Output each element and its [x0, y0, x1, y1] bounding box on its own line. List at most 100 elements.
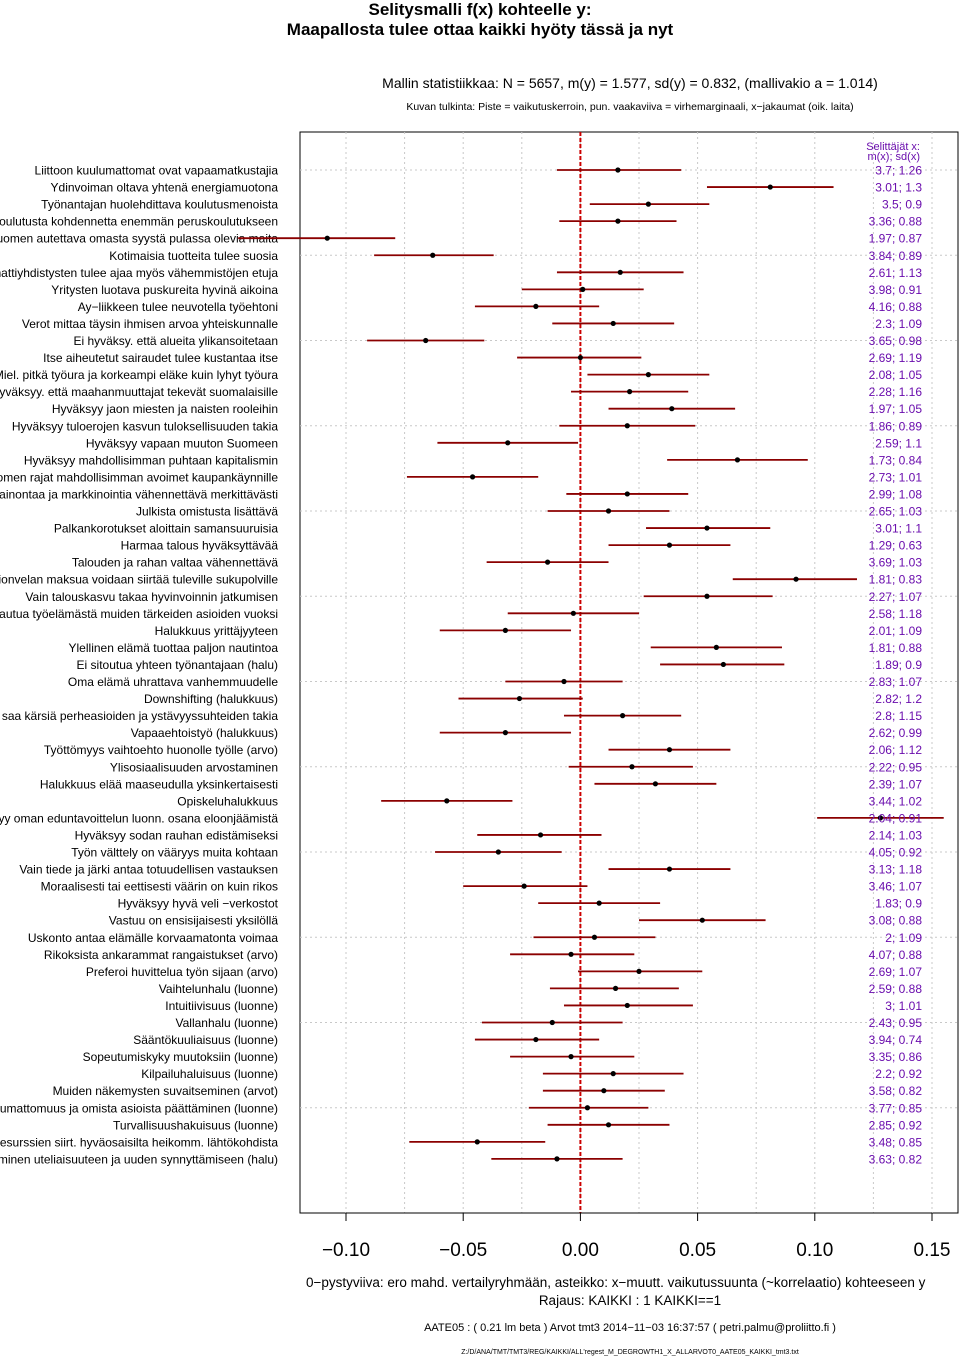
- estimate-point: [624, 491, 630, 497]
- row-label: Ydinvoiman oltava yhtenä energiamuotona: [51, 181, 279, 195]
- row-label: Vapaaehtoistyö (halukkuus): [131, 726, 278, 740]
- row-stats: 2.99; 1.08: [869, 487, 923, 501]
- chart-title-line1: Selitysmalli f(x) kohteelle y:: [368, 0, 592, 19]
- row-stats: 3.98; 0.91: [869, 283, 923, 297]
- estimate-point: [554, 1156, 560, 1162]
- x-tick-label: 0.15: [914, 1240, 951, 1261]
- row-label: Valtionvelan maksua voidaan siirtää tule…: [0, 573, 278, 587]
- row-label: Hyväksyy oman eduntavoittelun luonn. osa…: [0, 811, 278, 825]
- estimate-point: [615, 218, 621, 224]
- row-label: Sopeutumiskyky muutoksiin (luonne): [83, 1050, 278, 1064]
- estimate-point: [629, 764, 635, 770]
- row-label: Turvallisuushakuisuus (luonne): [113, 1118, 278, 1132]
- row-stats: 3.69; 1.03: [869, 556, 923, 570]
- model-statistics: Mallin statistiikkaa: N = 5657, m(y) = 1…: [382, 75, 878, 91]
- row-stats: 2.69; 1.07: [869, 965, 923, 979]
- row-stats: 2.06; 1.12: [869, 743, 923, 757]
- plot-frame: [299, 131, 959, 1214]
- estimate-point: [505, 440, 511, 446]
- row-stats: 3.63; 0.82: [869, 1152, 923, 1166]
- estimate-point: [430, 252, 436, 258]
- estimate-point: [624, 1002, 630, 1009]
- row-label: Halukkuus yrittäjyyteen: [155, 624, 278, 638]
- row-label: Kilpailuhaluisuus (luonne): [141, 1067, 278, 1081]
- row-label: Ei hyväksy. että alueita ylikansoitetaan: [73, 334, 278, 348]
- stats-header: Selittäjät x:: [866, 141, 920, 153]
- row-stats: 1.81; 0.88: [869, 641, 923, 655]
- row-stats: 1.97; 1.05: [869, 402, 923, 416]
- estimate-point: [577, 354, 584, 361]
- row-label: Talouden ja rahan valtaa vähennettävä: [72, 556, 278, 570]
- estimate-point: [570, 610, 576, 616]
- row-label: Verot mittaa täysin ihmisen arvoa yhteis…: [22, 317, 278, 331]
- estimate-point: [666, 866, 673, 872]
- row-stats: 3.48; 0.85: [869, 1135, 923, 1149]
- row-label: Itse aiheutetut sairaudet tulee kustanta…: [43, 351, 278, 365]
- row-label: Hyväksyy hyvä veli −verkostot: [118, 897, 279, 911]
- row-label: Vaihtelunhalu (luonne): [159, 982, 278, 996]
- x-tick-label: 0.05: [679, 1240, 716, 1261]
- row-stats: 1.83; 0.9: [875, 897, 922, 911]
- row-label: Moraalisesti tai eettisesti väärin on ku…: [41, 880, 278, 894]
- footer-filepath: Z:/D/ANA/TMT/TMT3/REG/KAIKKI/ALL'regest_…: [461, 1349, 799, 1356]
- row-stats: 1.81; 0.83: [869, 573, 923, 587]
- row-stats: 1.89; 0.9: [875, 658, 922, 672]
- row-label: Julkista omistusta lisättävä: [136, 505, 278, 519]
- row-label: Kotimaisia tuotteita tulee suosia: [109, 249, 278, 263]
- row-stats: 3.7; 1.26: [875, 164, 922, 178]
- row-stats: 2.62; 0.99: [869, 726, 923, 740]
- row-label: Hyväksyy jaon miesten ja naisten rooleih…: [52, 402, 278, 416]
- row-label: Resurssien siirt. hyväosaisilta heikomm.…: [0, 1135, 278, 1149]
- row-stats: 2.27; 1.07: [869, 590, 923, 604]
- row-stats: 2.61; 1.13: [869, 266, 923, 280]
- footer-filter: Rajaus: KAIKKI : 1 KAIKKI==1: [538, 1293, 722, 1308]
- row-label: Vain tiede ja järki antaa totuudellisen …: [19, 863, 278, 877]
- row-label: Työ ei saa kärsiä perheasioiden ja ystäv…: [0, 709, 278, 723]
- row-label: Uskonto antaa elämälle korvaamatonta voi…: [28, 931, 278, 945]
- row-stats: 2.59; 0.88: [869, 982, 923, 996]
- estimate-point: [713, 644, 719, 651]
- estimate-point: [584, 1105, 591, 1111]
- row-label: Koulutusta kohdennetta enemmän peruskoul…: [0, 215, 278, 229]
- row-stats: 2.73; 1.01: [869, 470, 923, 484]
- estimate-point: [495, 849, 501, 855]
- row-stats: 1.29; 0.63: [869, 539, 923, 553]
- estimate-point: [521, 883, 527, 889]
- estimate-point: [610, 320, 616, 327]
- estimate-point: [720, 661, 726, 668]
- row-stats: 3.94; 0.74: [869, 1033, 923, 1047]
- row-stats: 3.44; 1.02: [869, 794, 923, 808]
- estimate-point: [627, 389, 633, 395]
- row-label: Hyväksyy vapaan muuton Suomeen: [86, 436, 278, 450]
- row-stats: 2.22; 0.95: [869, 760, 923, 774]
- row-label: Palkankorotukset aloittain samansuuruisi…: [54, 522, 278, 536]
- estimate-point: [619, 713, 626, 719]
- estimate-point: [605, 1122, 612, 1128]
- x-tick-label: −0.10: [322, 1240, 370, 1261]
- row-label: Ay−liikkeen tulee neuvotella työehtoni: [78, 300, 278, 314]
- stats-header: m(x); sd(x): [867, 151, 920, 163]
- estimate-point: [502, 627, 508, 633]
- row-label: Vain talouskasvu takaa hyvinvoinnin jatk…: [25, 590, 278, 604]
- row-label: Ammattiyhdistysten tulee ajaa myös vähem…: [0, 266, 278, 280]
- row-stats: 2.28; 1.16: [869, 385, 923, 399]
- row-stats: 3.36; 0.88: [869, 215, 923, 229]
- x-tick-label: 0.00: [562, 1240, 599, 1261]
- x-tick-label: 0.10: [796, 1240, 833, 1261]
- estimate-point: [444, 798, 450, 804]
- row-stats: 4.07; 0.88: [869, 948, 923, 962]
- estimate-point: [624, 423, 630, 429]
- estimate-point: [645, 372, 651, 378]
- estimate-point: [423, 337, 429, 344]
- row-stats: 3.65; 0.98: [869, 334, 923, 348]
- row-stats: 2.01; 1.09: [869, 624, 923, 638]
- row-stats: 2.83; 1.07: [869, 675, 923, 689]
- estimate-point: [645, 201, 651, 207]
- row-label: Työn vältte­ly on vääryys muita kohtaan: [71, 846, 278, 860]
- row-label: Rikoksista ankarammat rangaistukset (arv…: [44, 948, 278, 962]
- row-stats: 3.58; 0.82: [869, 1084, 923, 1098]
- x-tick-label: −0.05: [439, 1240, 487, 1261]
- row-label: Hyväksyy mahdollisimman puhtaan kapitali…: [24, 453, 278, 467]
- row-label: Ei sitoutua yhteen työnantajaan (halu): [77, 658, 278, 672]
